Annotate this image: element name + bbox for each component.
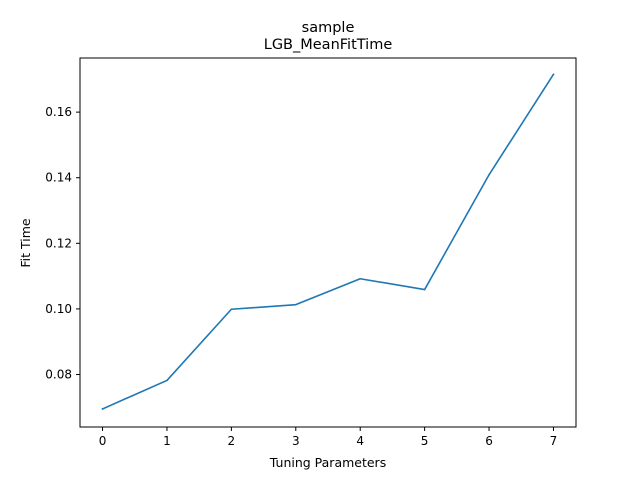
data-point xyxy=(488,173,490,176)
chart-subtitle: LGB_MeanFitTime xyxy=(264,37,393,53)
series-line xyxy=(101,73,555,411)
y-tick-label: 0.16 xyxy=(45,105,72,119)
x-tick-label: 4 xyxy=(356,434,364,448)
data-point xyxy=(552,73,555,76)
y-axis-label: Fit Time xyxy=(18,218,33,268)
x-tick-label: 2 xyxy=(228,434,236,448)
y-tick-label: 0.12 xyxy=(45,236,72,250)
data-point xyxy=(101,408,104,410)
y-tick-label: 0.08 xyxy=(45,368,72,382)
plot-frame xyxy=(79,57,577,428)
x-tick-label: 1 xyxy=(163,434,171,448)
x-axis-label: Tuning Parameters xyxy=(269,455,386,470)
data-point xyxy=(166,379,168,382)
y-tick-label: 0.14 xyxy=(45,171,72,185)
data-point xyxy=(423,288,426,291)
y-tick-label: 0.10 xyxy=(45,302,72,316)
data-point xyxy=(294,303,297,306)
x-tick-label: 0 xyxy=(99,434,107,448)
data-point xyxy=(230,308,233,311)
plot-area xyxy=(80,58,576,427)
x-tick-label: 6 xyxy=(485,434,493,448)
y-axis-ticks: 0.08 0.10 0.12 0.14 0.16 xyxy=(45,105,80,382)
chart-title: sample xyxy=(302,20,355,36)
data-point xyxy=(359,277,362,280)
x-tick-label: 7 xyxy=(550,434,558,448)
x-tick-label: 3 xyxy=(292,434,300,448)
x-tick-label: 5 xyxy=(421,434,429,448)
x-axis-ticks: 0 1 2 3 4 5 6 7 xyxy=(99,427,558,448)
series-layer xyxy=(101,73,555,411)
